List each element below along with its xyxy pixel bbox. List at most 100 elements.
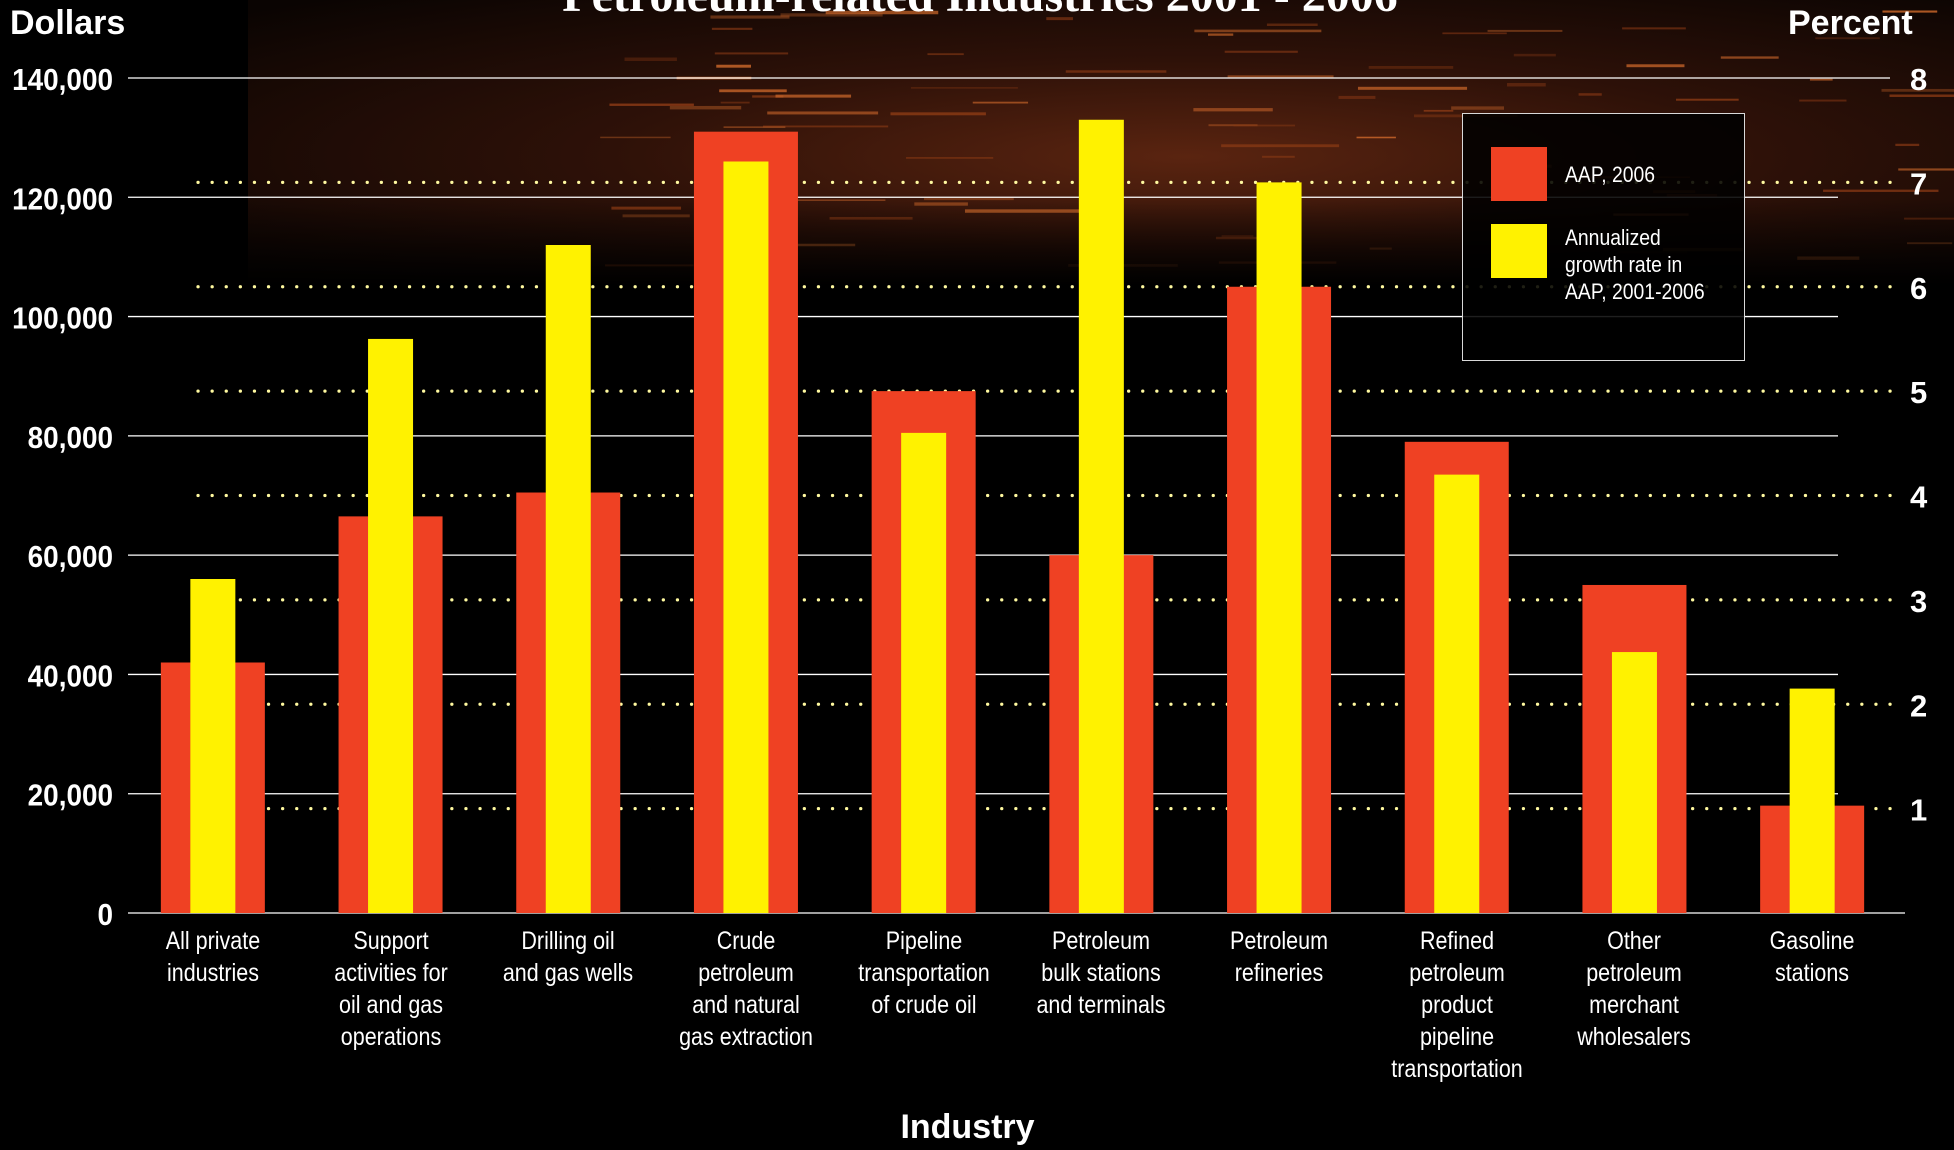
legend-swatch-growth: [1491, 224, 1547, 278]
left-tick-label: 140,000: [12, 63, 113, 98]
shimmer-streak: [1338, 95, 1376, 99]
shimmer-streak: [1823, 189, 1939, 192]
bar-growth-rate: [1078, 119, 1124, 913]
shimmer-streak: [1046, 17, 1073, 21]
left-tick-label: 100,000: [12, 301, 113, 336]
shimmer-streak: [1487, 29, 1563, 32]
left-tick-label: 40,000: [28, 659, 113, 694]
legend-label-growth-line-2: growth rate in: [1565, 252, 1683, 277]
category-label-line: gas extraction: [679, 1023, 813, 1051]
shimmer-streak: [1357, 86, 1468, 90]
shimmer-streak: [719, 89, 787, 93]
category-label-line: of crude oil: [871, 991, 977, 1019]
shimmer-streak: [1895, 143, 1920, 147]
category-label-line: All private: [165, 927, 261, 955]
category-label-line: Pipeline: [885, 927, 962, 955]
bar-growth-rate: [1611, 652, 1657, 913]
category-label-line: and natural: [692, 991, 800, 1019]
category-label: Gasoline stations: [1739, 925, 1885, 989]
bar-growth-rate: [545, 245, 591, 913]
category-label-line: industries: [166, 959, 259, 987]
shimmer-streak: [906, 157, 994, 159]
bar-growth-rate: [368, 338, 414, 913]
shimmer-streak: [1578, 93, 1602, 96]
legend-label-growth: Annualized growth rate in AAP, 2001-2006: [1565, 224, 1706, 305]
bar-growth-rate: [1256, 182, 1302, 913]
shimmer-streak: [972, 101, 1029, 104]
right-tick-label: 6: [1910, 271, 1927, 306]
shimmer-streak: [1065, 70, 1167, 73]
shimmer-streak: [714, 52, 789, 55]
bar-growth-rate: [190, 579, 236, 913]
shimmer-streak: [1356, 136, 1396, 139]
shimmer-streak: [890, 112, 986, 116]
shimmer-streak: [716, 64, 752, 68]
shimmer-streak: [1889, 94, 1954, 97]
shimmer-streak: [910, 86, 1018, 89]
bar-growth-rate: [1434, 474, 1480, 913]
legend-label-growth-line-1: Annualized: [1565, 225, 1661, 250]
category-label-line: Petroleum: [1230, 927, 1329, 955]
shimmer-streak: [669, 105, 742, 110]
shimmer-streak: [1626, 64, 1685, 68]
category-label-line: transportation: [857, 959, 990, 987]
category-label: Support activities for oil and gas operatio…: [317, 925, 463, 1053]
shimmer-streak: [1809, 78, 1833, 81]
shimmer-streak: [723, 126, 786, 129]
bar-growth-rate: [723, 161, 769, 913]
shimmer-streak: [1622, 27, 1686, 30]
category-label-line: Crude: [716, 927, 776, 955]
category-label-line: activities for: [333, 959, 448, 987]
left-tick-label: 0: [97, 898, 113, 933]
shimmer-streak: [1720, 56, 1779, 59]
left-tick-label: 80,000: [28, 421, 113, 456]
category-label: All private industries: [140, 925, 286, 989]
shimmer-streak: [752, 95, 784, 98]
bar-growth-rate: [1789, 688, 1835, 913]
shimmer-streak: [1507, 83, 1546, 87]
shimmer-streak: [825, 10, 939, 15]
shimmer-streak: [720, 101, 750, 104]
x-axis-title: Industry: [900, 1108, 1035, 1146]
legend-swatch-aap: [1491, 147, 1547, 201]
category-label: Drilling oil and gas wells: [495, 925, 641, 989]
category-label-line: petroleum: [1586, 959, 1683, 987]
shimmer-streak: [1193, 108, 1273, 112]
shimmer-streak: [1898, 168, 1954, 171]
category-label-line: operations: [340, 1023, 441, 1051]
right-tick-label: 2: [1910, 688, 1927, 723]
category-label-line: Support: [352, 927, 429, 955]
category-label-line: wholesalers: [1577, 1023, 1692, 1051]
shimmer-streak: [775, 94, 852, 98]
shimmer-streak: [1207, 33, 1234, 36]
shimmer-streak: [1227, 75, 1334, 78]
category-label-line: bulk stations: [1041, 959, 1162, 987]
shimmer-streak: [767, 111, 879, 115]
category-label-line: Gasoline: [1769, 927, 1855, 955]
category-label: Petroleum refineries: [1206, 925, 1352, 989]
left-tick-label: 60,000: [28, 540, 113, 575]
shimmer-streak: [927, 53, 964, 56]
shimmer-streak: [1442, 32, 1507, 35]
shimmer-streak: [1881, 88, 1954, 92]
shimmer-streak: [609, 103, 694, 106]
shimmer-streak: [1675, 98, 1739, 101]
shimmer-streak: [1368, 66, 1454, 69]
category-label-line: merchant: [1589, 991, 1680, 1019]
category-label-line: refineries: [1234, 959, 1324, 987]
shimmer-streak: [1513, 53, 1556, 57]
left-tick-label: 20,000: [28, 778, 113, 813]
shimmer-streak: [924, 197, 1014, 201]
shimmer-streak: [711, 27, 753, 30]
shimmer-streak: [763, 125, 889, 128]
category-label-line: and gas wells: [503, 959, 634, 987]
category-label-line: petroleum: [698, 959, 794, 987]
bar-growth-rate: [901, 432, 947, 913]
shimmer-streak: [1451, 106, 1505, 110]
category-label-line: and terminals: [1036, 991, 1166, 1019]
right-axis-title: Percent: [1788, 4, 1913, 42]
left-axis-title: Dollars: [10, 4, 126, 42]
category-label: Petroleum bulk stations and terminals: [1028, 925, 1174, 1021]
shimmer-streak: [1194, 29, 1322, 33]
category-label-line: pipeline: [1419, 1023, 1494, 1051]
